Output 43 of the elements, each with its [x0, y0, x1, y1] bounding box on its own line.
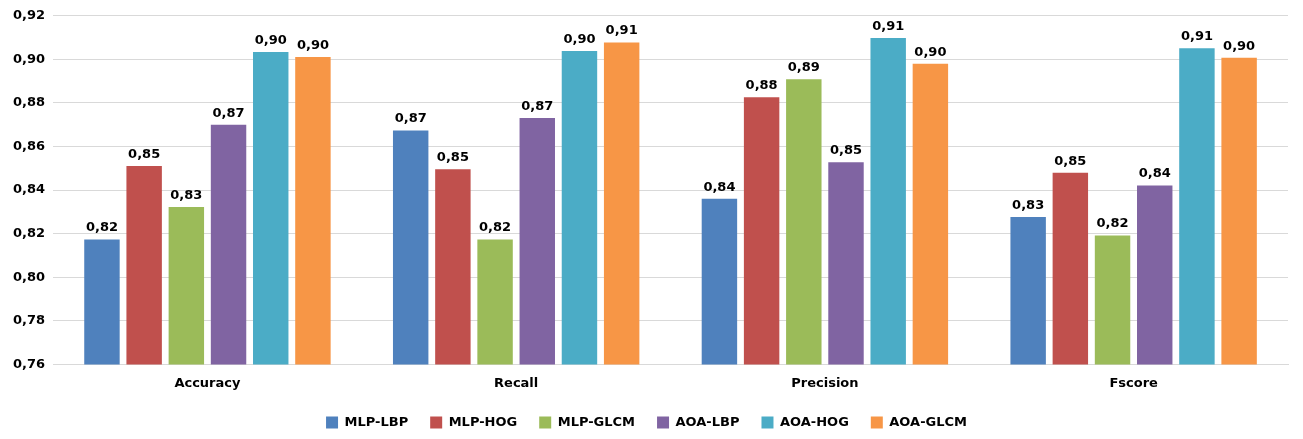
data-label: 0,85 — [1054, 152, 1087, 168]
legend-label: AOA-HOG — [779, 413, 849, 429]
data-label: 0,91 — [1180, 28, 1213, 44]
y-tick-label: 0,82 — [13, 225, 46, 241]
data-label: 0,82 — [479, 219, 512, 235]
legend-label: AOA-GLCM — [889, 413, 967, 429]
y-tick-label: 0,86 — [13, 137, 46, 153]
x-tick-label: Precision — [791, 374, 859, 390]
legend-label: MLP-LBP — [344, 413, 409, 429]
data-label: 0,83 — [1012, 196, 1045, 212]
data-label: 0,87 — [394, 110, 427, 126]
y-tick-label: 0,76 — [13, 355, 46, 371]
data-label: 0,83 — [170, 186, 203, 202]
data-label: 0,85 — [128, 145, 161, 161]
data-label: 0,85 — [829, 142, 863, 158]
data-label: 0,91 — [872, 17, 905, 33]
y-tick-label: 0,80 — [13, 268, 46, 284]
data-label: 0,85 — [436, 149, 469, 165]
data-label: 0,90 — [296, 36, 329, 52]
data-label: 0,84 — [703, 178, 736, 194]
data-label: 0,82 — [1096, 215, 1129, 231]
data-label: 0,82 — [85, 219, 118, 235]
y-tick-label: 0,78 — [13, 312, 46, 328]
data-label: 0,88 — [745, 77, 778, 93]
data-label: 0,90 — [563, 30, 596, 46]
data-label: 0,90 — [914, 43, 947, 59]
y-tick-label: 0,90 — [13, 50, 46, 66]
data-label: 0,84 — [1138, 165, 1171, 181]
data-label: 0,91 — [605, 22, 638, 38]
y-tick-label: 0,88 — [13, 94, 46, 110]
y-tick-label: 0,84 — [13, 181, 46, 197]
y-tick-label: 0,92 — [13, 7, 46, 23]
data-label: 0,87 — [212, 104, 245, 120]
data-label: 0,87 — [521, 97, 554, 113]
x-tick-label: Fscore — [1109, 374, 1159, 390]
legend-label: AOA-LBP — [675, 413, 740, 429]
data-label: 0,89 — [787, 59, 820, 75]
data-label: 0,90 — [1223, 37, 1256, 53]
x-tick-label: Recall — [494, 374, 539, 390]
legend-label: MLP-GLCM — [557, 413, 636, 429]
x-tick-label: Accuracy — [174, 374, 242, 390]
data-label: 0,90 — [254, 31, 287, 47]
legend-label: MLP-HOG — [448, 413, 518, 429]
